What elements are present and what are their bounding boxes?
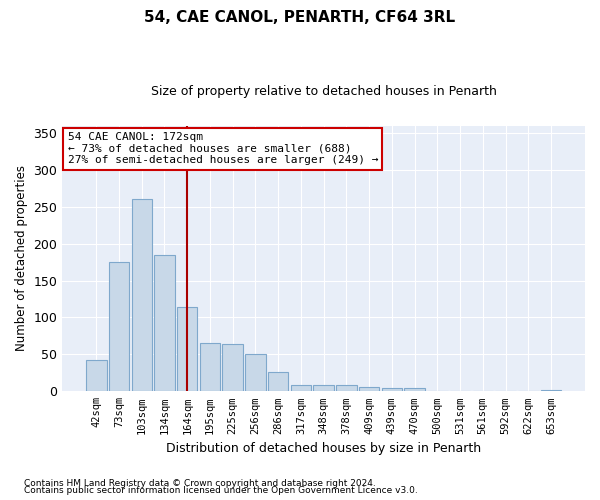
Text: 54, CAE CANOL, PENARTH, CF64 3RL: 54, CAE CANOL, PENARTH, CF64 3RL: [145, 10, 455, 25]
Bar: [109, 262, 129, 392]
Bar: [177, 307, 197, 392]
Bar: [404, 388, 425, 392]
Text: 54 CAE CANOL: 172sqm
← 73% of detached houses are smaller (688)
27% of semi-deta: 54 CAE CANOL: 172sqm ← 73% of detached h…: [68, 132, 378, 166]
Bar: [131, 200, 152, 392]
X-axis label: Distribution of detached houses by size in Penarth: Distribution of detached houses by size …: [166, 442, 481, 455]
Bar: [223, 344, 243, 392]
Bar: [290, 384, 311, 392]
Bar: [268, 372, 289, 392]
Bar: [86, 360, 107, 392]
Bar: [473, 390, 493, 392]
Title: Size of property relative to detached houses in Penarth: Size of property relative to detached ho…: [151, 85, 497, 98]
Bar: [154, 254, 175, 392]
Bar: [359, 387, 379, 392]
Bar: [336, 384, 356, 392]
Bar: [496, 390, 516, 392]
Bar: [450, 390, 470, 392]
Y-axis label: Number of detached properties: Number of detached properties: [15, 166, 28, 352]
Bar: [382, 388, 402, 392]
Bar: [427, 390, 448, 392]
Bar: [245, 354, 266, 392]
Text: Contains public sector information licensed under the Open Government Licence v3: Contains public sector information licen…: [24, 486, 418, 495]
Text: Contains HM Land Registry data © Crown copyright and database right 2024.: Contains HM Land Registry data © Crown c…: [24, 478, 376, 488]
Bar: [200, 344, 220, 392]
Bar: [313, 386, 334, 392]
Bar: [541, 390, 561, 392]
